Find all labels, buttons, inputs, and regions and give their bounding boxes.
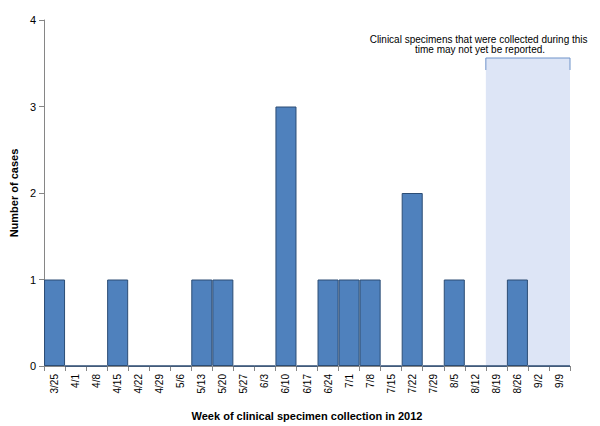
svg-text:4/29: 4/29 <box>154 374 165 394</box>
svg-text:9/9: 9/9 <box>554 374 565 388</box>
svg-text:7/15: 7/15 <box>386 374 397 394</box>
svg-text:0: 0 <box>30 360 36 372</box>
svg-text:6/24: 6/24 <box>323 374 334 394</box>
svg-text:5/27: 5/27 <box>238 374 249 394</box>
svg-text:8/19: 8/19 <box>491 374 502 394</box>
svg-text:5/13: 5/13 <box>196 374 207 394</box>
svg-text:9/2: 9/2 <box>533 374 544 388</box>
svg-text:7/8: 7/8 <box>365 374 376 388</box>
svg-text:6/17: 6/17 <box>302 374 313 394</box>
svg-text:7/1: 7/1 <box>344 374 355 388</box>
svg-text:8/26: 8/26 <box>512 374 523 394</box>
svg-text:7/22: 7/22 <box>407 374 418 394</box>
svg-text:4/1: 4/1 <box>70 374 81 388</box>
svg-text:6/3: 6/3 <box>259 374 270 388</box>
svg-text:2: 2 <box>30 187 36 199</box>
svg-text:3/25: 3/25 <box>49 374 60 394</box>
svg-text:Number of cases: Number of cases <box>8 149 20 238</box>
svg-text:5/6: 5/6 <box>175 374 186 388</box>
svg-text:3: 3 <box>30 101 36 113</box>
svg-text:1: 1 <box>30 274 36 286</box>
svg-text:4: 4 <box>30 14 36 26</box>
svg-text:8/12: 8/12 <box>470 374 481 394</box>
svg-text:4/15: 4/15 <box>112 374 123 394</box>
svg-text:5/20: 5/20 <box>217 374 228 394</box>
svg-text:6/10: 6/10 <box>280 374 291 394</box>
svg-text:Clinical specimens that were c: Clinical specimens that were collected d… <box>369 33 591 45</box>
svg-text:8/5: 8/5 <box>449 374 460 388</box>
svg-text:time may not yet be reported.: time may not yet be reported. <box>415 44 545 55</box>
svg-text:4/8: 4/8 <box>91 374 102 388</box>
svg-text:Week of clinical specimen coll: Week of clinical specimen collection in … <box>192 410 423 422</box>
svg-text:4/22: 4/22 <box>133 374 144 394</box>
svg-text:7/29: 7/29 <box>428 374 439 394</box>
